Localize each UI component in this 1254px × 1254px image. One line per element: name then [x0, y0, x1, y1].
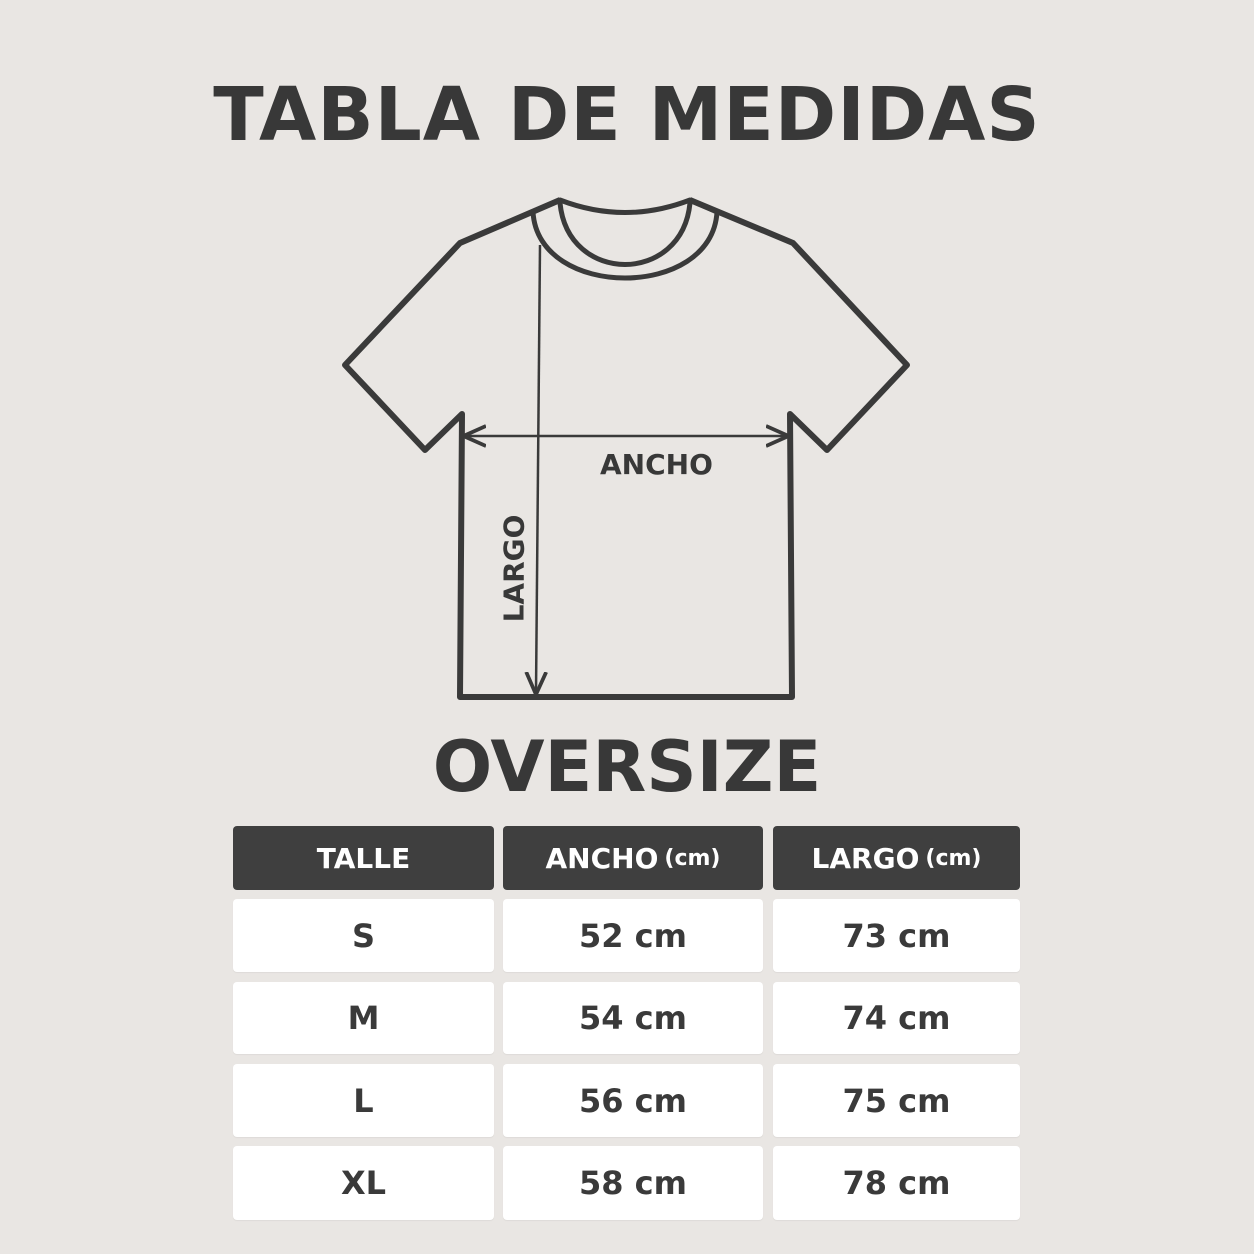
- table-cell-width: 56 cm: [503, 1064, 763, 1137]
- header-unit: (cm): [925, 845, 982, 871]
- tshirt-outline: [342, 197, 910, 700]
- header-label: TALLE: [316, 841, 411, 875]
- table-cell-length: 73 cm: [773, 899, 1020, 972]
- table-cell-length: 74 cm: [773, 982, 1020, 1054]
- page-title: TABLA DE MEDIDAS: [213, 72, 1041, 158]
- table-cell-width: 54 cm: [503, 982, 763, 1054]
- length-label: LARGO: [497, 514, 531, 623]
- header-label: ANCHO: [545, 841, 659, 875]
- width-label: ANCHO: [600, 448, 713, 481]
- header-unit: (cm): [664, 845, 721, 871]
- table-cell-size: XL: [233, 1146, 494, 1220]
- header-largo: LARGO (cm): [773, 826, 1020, 890]
- table-cell-length: 78 cm: [773, 1146, 1020, 1220]
- table-cell-length: 75 cm: [773, 1064, 1020, 1137]
- collar-outer: [530, 197, 720, 281]
- table-cell-width: 58 cm: [503, 1146, 763, 1220]
- fit-subtitle: OVERSIZE: [432, 726, 822, 808]
- header-ancho: ANCHO (cm): [503, 826, 763, 890]
- table-cell-width: 52 cm: [503, 899, 763, 972]
- collar-inner: [557, 202, 693, 267]
- header-label: LARGO: [811, 841, 920, 875]
- table-cell-size: M: [233, 982, 494, 1054]
- header-talle: TALLE: [233, 826, 494, 890]
- table-cell-size: L: [233, 1064, 494, 1137]
- length-arrow: [536, 244, 540, 692]
- table-cell-size: S: [233, 899, 494, 972]
